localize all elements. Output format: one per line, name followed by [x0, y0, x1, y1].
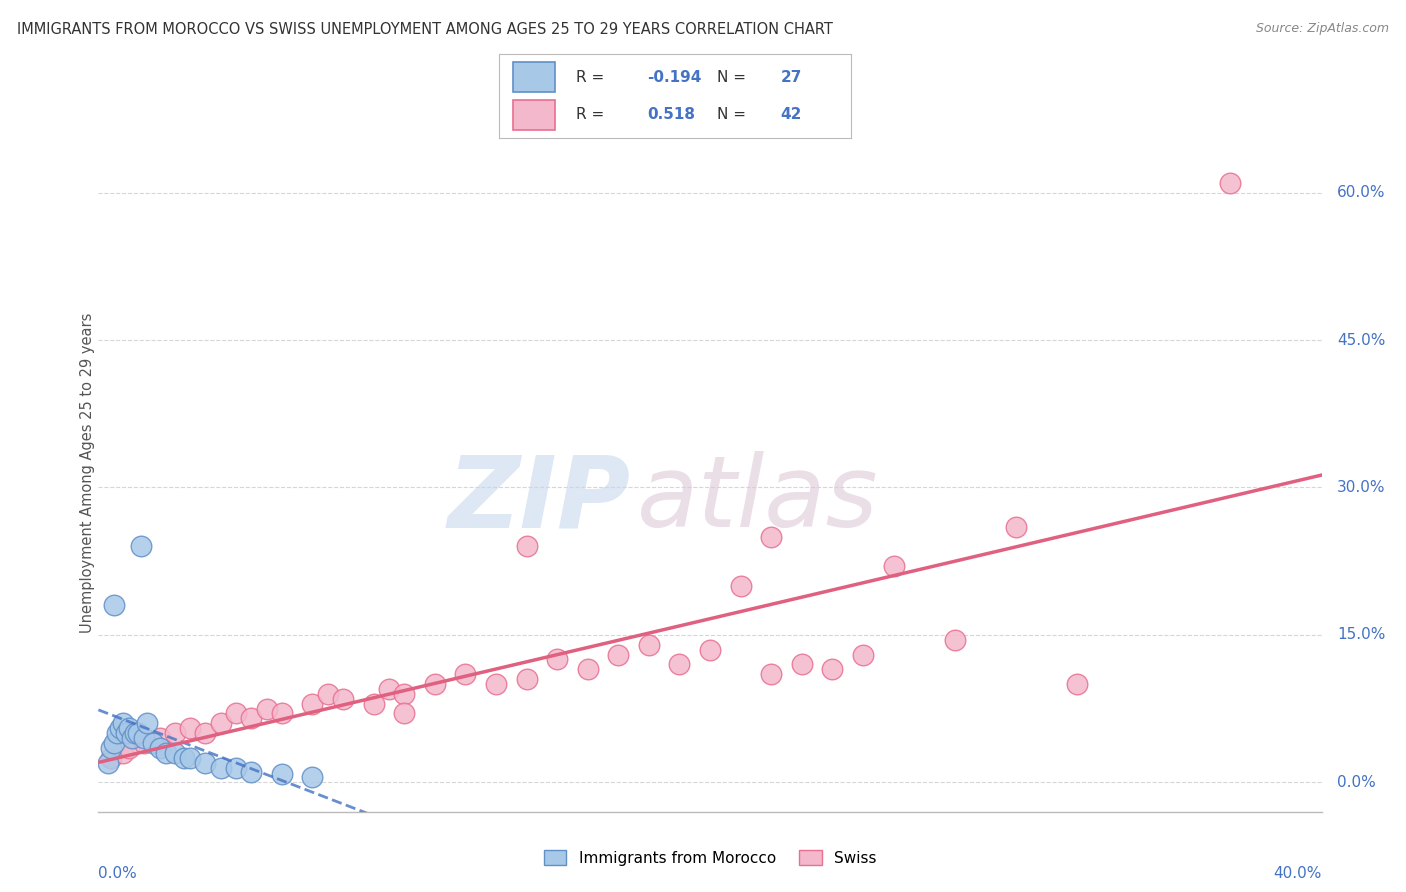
Point [163, 746, 186, 760]
Point [516, 540, 538, 554]
Point [852, 648, 875, 662]
Point [179, 750, 201, 764]
Point [943, 632, 966, 647]
Point [225, 760, 247, 774]
Text: 30.0%: 30.0% [1337, 480, 1385, 495]
Text: 15.0%: 15.0% [1337, 627, 1385, 642]
Point [668, 657, 690, 672]
Point [761, 667, 783, 681]
Point [454, 667, 477, 681]
Point [103, 736, 125, 750]
Point [118, 721, 141, 735]
Text: 0.518: 0.518 [647, 107, 695, 122]
Point [105, 726, 128, 740]
Legend: Immigrants from Morocco, Swiss: Immigrants from Morocco, Swiss [537, 844, 883, 871]
Text: 45.0%: 45.0% [1337, 333, 1385, 348]
Point [761, 530, 783, 544]
Point [127, 726, 149, 740]
Point [1004, 520, 1026, 534]
Point [173, 750, 195, 764]
Point [546, 652, 568, 666]
Point [115, 726, 138, 740]
Point [392, 706, 416, 721]
Point [363, 697, 385, 711]
Text: IMMIGRANTS FROM MOROCCO VS SWISS UNEMPLOYMENT AMONG AGES 25 TO 29 YEARS CORRELAT: IMMIGRANTS FROM MOROCCO VS SWISS UNEMPLO… [17, 22, 832, 37]
Point [423, 677, 446, 691]
Point [111, 746, 134, 760]
Point [332, 691, 354, 706]
Point [1066, 677, 1088, 691]
Point [516, 672, 538, 686]
Point [730, 579, 752, 593]
Point [118, 740, 141, 755]
Point [378, 681, 401, 696]
Point [121, 731, 143, 745]
Point [129, 540, 152, 554]
Point [301, 697, 323, 711]
Point [179, 721, 201, 735]
Text: N =: N = [717, 107, 751, 122]
Point [225, 706, 247, 721]
Text: 42: 42 [780, 107, 801, 122]
Point [637, 638, 661, 652]
Point [124, 726, 146, 740]
Point [134, 736, 156, 750]
Point [883, 559, 905, 574]
Point [142, 736, 165, 750]
Text: Source: ZipAtlas.com: Source: ZipAtlas.com [1256, 22, 1389, 36]
Text: 0.0%: 0.0% [98, 866, 138, 880]
Point [576, 662, 599, 676]
Point [100, 750, 122, 764]
Point [256, 701, 278, 715]
Point [134, 731, 156, 745]
Point [136, 716, 159, 731]
Text: 60.0%: 60.0% [1337, 186, 1385, 200]
Text: 27: 27 [780, 70, 801, 85]
Point [209, 716, 232, 731]
Text: N =: N = [717, 70, 751, 85]
Point [103, 599, 125, 613]
Point [392, 687, 416, 701]
Point [270, 706, 294, 721]
Point [194, 756, 217, 770]
Point [699, 642, 721, 657]
Point [790, 657, 813, 672]
Point [1219, 176, 1241, 190]
Point [316, 687, 339, 701]
Text: R =: R = [576, 107, 610, 122]
Point [111, 716, 134, 731]
Point [270, 767, 294, 781]
Point [194, 726, 217, 740]
Text: 40.0%: 40.0% [1274, 866, 1322, 880]
Text: ZIP: ZIP [447, 451, 630, 549]
Point [155, 746, 177, 760]
Point [149, 731, 172, 745]
Text: atlas: atlas [637, 451, 879, 549]
Point [163, 726, 186, 740]
Bar [513, 62, 555, 92]
Text: 0.0%: 0.0% [1337, 775, 1375, 789]
Point [301, 770, 323, 784]
Bar [513, 100, 555, 130]
Point [97, 756, 120, 770]
Point [485, 677, 508, 691]
Point [821, 662, 844, 676]
Point [240, 711, 263, 725]
Point [108, 721, 131, 735]
Text: -0.194: -0.194 [647, 70, 702, 85]
Point [209, 760, 232, 774]
Text: R =: R = [576, 70, 610, 85]
Point [607, 648, 630, 662]
Y-axis label: Unemployment Among Ages 25 to 29 years: Unemployment Among Ages 25 to 29 years [80, 312, 94, 633]
Point [149, 740, 172, 755]
Point [100, 740, 122, 755]
Point [240, 765, 263, 780]
